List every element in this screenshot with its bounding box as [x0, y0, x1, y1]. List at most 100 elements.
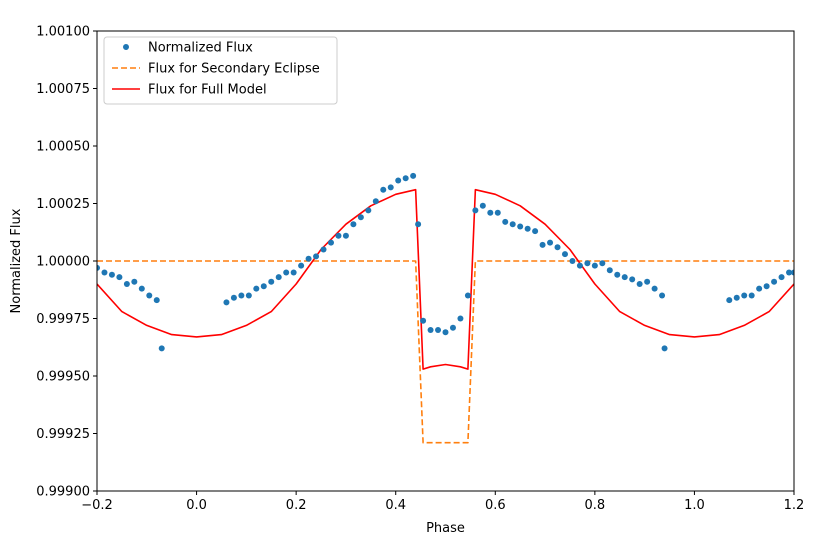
- y-tick-label: 1.00050: [36, 140, 90, 155]
- y-tick-label: 0.99900: [36, 485, 90, 500]
- data-point: [380, 186, 387, 193]
- x-axis: −0.2 0.0 0.2 0.4 0.6 0.8 1.0 1.2: [81, 491, 804, 513]
- legend-label: Normalized Flux: [148, 41, 253, 56]
- data-point: [238, 292, 245, 299]
- data-point: [365, 207, 372, 214]
- data-point: [494, 209, 501, 216]
- legend-label: Flux for Secondary Eclipse: [148, 62, 320, 77]
- x-tick-label: 1.2: [784, 498, 805, 513]
- data-point: [245, 292, 252, 299]
- data-point: [108, 271, 115, 278]
- data-point: [97, 264, 100, 271]
- secondary-eclipse-line: [97, 260, 794, 444]
- y-tick-label: 1.00000: [36, 255, 90, 270]
- x-tick-label: 0.4: [385, 498, 406, 513]
- data-point: [606, 267, 613, 274]
- data-point: [283, 269, 290, 276]
- data-point: [290, 269, 297, 276]
- data-point: [387, 184, 394, 191]
- full-model-line: [97, 188, 794, 370]
- data-point: [487, 209, 494, 216]
- data-point: [733, 294, 740, 301]
- data-point: [629, 276, 636, 283]
- data-point: [372, 198, 379, 205]
- data-point: [509, 221, 516, 228]
- y-tick-label: 1.00025: [36, 197, 90, 212]
- data-point: [591, 262, 598, 269]
- data-point: [253, 285, 260, 292]
- data-point: [402, 175, 409, 182]
- data-point: [659, 292, 666, 299]
- data-point: [576, 262, 583, 269]
- data-point: [335, 232, 342, 239]
- data-point: [517, 223, 524, 230]
- data-point: [472, 207, 479, 214]
- data-point: [427, 327, 434, 333]
- data-point: [786, 269, 793, 276]
- data-point: [123, 281, 130, 287]
- y-tick-label: 0.99975: [36, 312, 90, 327]
- data-point: [584, 260, 591, 267]
- data-point: [636, 281, 643, 287]
- data-point: [298, 262, 305, 269]
- data-point: [524, 225, 531, 232]
- data-point: [435, 327, 442, 333]
- data-point: [146, 292, 153, 299]
- series-layer: [97, 172, 794, 444]
- data-point: [539, 241, 546, 248]
- data-point: [410, 172, 417, 179]
- legend-box: [103, 36, 338, 105]
- data-point: [131, 278, 138, 285]
- data-point: [778, 274, 785, 281]
- legend-marker-points: [123, 44, 129, 50]
- data-point: [350, 221, 357, 228]
- data-point: [661, 345, 668, 352]
- data-point: [547, 239, 554, 246]
- data-point: [502, 218, 509, 225]
- y-tick-label: 1.00100: [36, 25, 90, 40]
- data-point: [116, 274, 123, 281]
- data-point: [305, 255, 312, 262]
- x-tick-label: 1.0: [684, 498, 705, 513]
- data-point: [614, 271, 621, 278]
- data-point: [756, 285, 763, 292]
- legend: Normalized Flux Flux for Secondary Eclips…: [103, 36, 338, 105]
- data-point: [260, 283, 267, 290]
- data-point: [532, 228, 539, 235]
- y-axis: 0.99900 0.99925 0.99950 0.99975 1.00000 1.000…: [36, 25, 97, 500]
- data-point: [420, 317, 427, 324]
- data-point: [726, 297, 733, 304]
- data-point: [599, 260, 606, 267]
- data-point: [763, 283, 770, 290]
- x-tick-label: 0.6: [485, 498, 506, 513]
- data-point: [651, 285, 658, 292]
- data-point: [748, 292, 755, 299]
- data-point: [415, 221, 422, 228]
- x-tick-label: −0.2: [81, 498, 113, 513]
- x-tick-label: 0.2: [286, 498, 307, 513]
- data-point: [275, 274, 282, 281]
- data-point: [101, 269, 108, 276]
- legend-label: Flux for Full Model: [148, 83, 267, 98]
- data-point: [442, 329, 449, 336]
- x-axis-label: Phase: [426, 521, 465, 536]
- data-point: [621, 274, 628, 281]
- data-point: [268, 278, 275, 285]
- y-tick-label: 0.99950: [36, 370, 90, 385]
- data-point: [791, 269, 794, 276]
- data-point: [342, 232, 349, 239]
- data-point: [230, 294, 237, 301]
- data-point: [569, 258, 576, 264]
- data-point: [158, 345, 165, 352]
- data-point: [771, 278, 778, 285]
- data-point: [395, 177, 402, 184]
- data-point: [464, 292, 471, 299]
- x-tick-label: 0.0: [186, 498, 207, 513]
- data-point: [357, 214, 364, 221]
- data-point: [741, 292, 748, 299]
- data-point: [561, 251, 568, 258]
- data-point: [449, 324, 456, 331]
- y-tick-label: 0.99925: [36, 427, 90, 442]
- data-point: [320, 246, 327, 253]
